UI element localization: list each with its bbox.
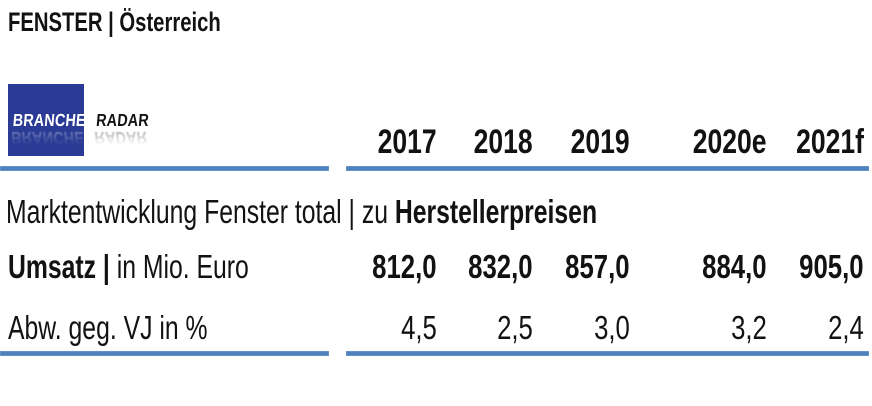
section-title: Marktentwicklung Fenster total | zu Hers… bbox=[0, 195, 864, 228]
logo-square bbox=[8, 84, 84, 156]
page-title-text: FENSTER | Österreich bbox=[8, 7, 221, 37]
value-cell: 2,5 bbox=[497, 309, 533, 346]
branchenradar-logo: BRANCHENRADAR BRANCHENRADAR bbox=[8, 84, 168, 159]
column-header-2018: 2018 bbox=[474, 123, 533, 161]
value-cell: 857,0 bbox=[565, 248, 630, 285]
value-cell: 884,0 bbox=[702, 248, 767, 285]
section-title-regular: Marktentwicklung Fenster total | zu bbox=[6, 193, 395, 230]
page-title: FENSTER | Österreich bbox=[8, 9, 292, 36]
row-label-abw: Abw. geg. VJ in % bbox=[8, 309, 208, 346]
column-header-2017: 2017 bbox=[378, 123, 437, 161]
section-title-bold: Herstellerpreisen bbox=[394, 193, 598, 230]
table-row-abw: Abw. geg. VJ in % 4,5 2,5 3,0 3,2 2,4 bbox=[0, 311, 864, 344]
top-divider-right bbox=[346, 166, 869, 171]
value-cell: 2,4 bbox=[828, 309, 864, 346]
top-divider-left bbox=[0, 166, 329, 171]
value-cell: 3,2 bbox=[731, 309, 767, 346]
column-header-2019: 2019 bbox=[571, 123, 630, 161]
year-header-row: 2017 2018 2019 2020e 2021f bbox=[0, 125, 864, 159]
row-label-umsatz: Umsatz | in Mio. Euro bbox=[8, 248, 249, 285]
value-cell: 905,0 bbox=[799, 248, 864, 285]
value-cell: 812,0 bbox=[372, 248, 437, 285]
value-cell: 4,5 bbox=[401, 309, 437, 346]
column-header-2021f: 2021f bbox=[796, 123, 864, 161]
value-cell: 3,0 bbox=[594, 309, 630, 346]
column-header-2020e: 2020e bbox=[693, 123, 767, 161]
value-cell: 832,0 bbox=[468, 248, 533, 285]
bottom-divider-right bbox=[346, 351, 869, 356]
bottom-divider-left bbox=[0, 351, 329, 356]
table-row-umsatz: Umsatz | in Mio. Euro 812,0 832,0 857,0 … bbox=[0, 250, 864, 283]
